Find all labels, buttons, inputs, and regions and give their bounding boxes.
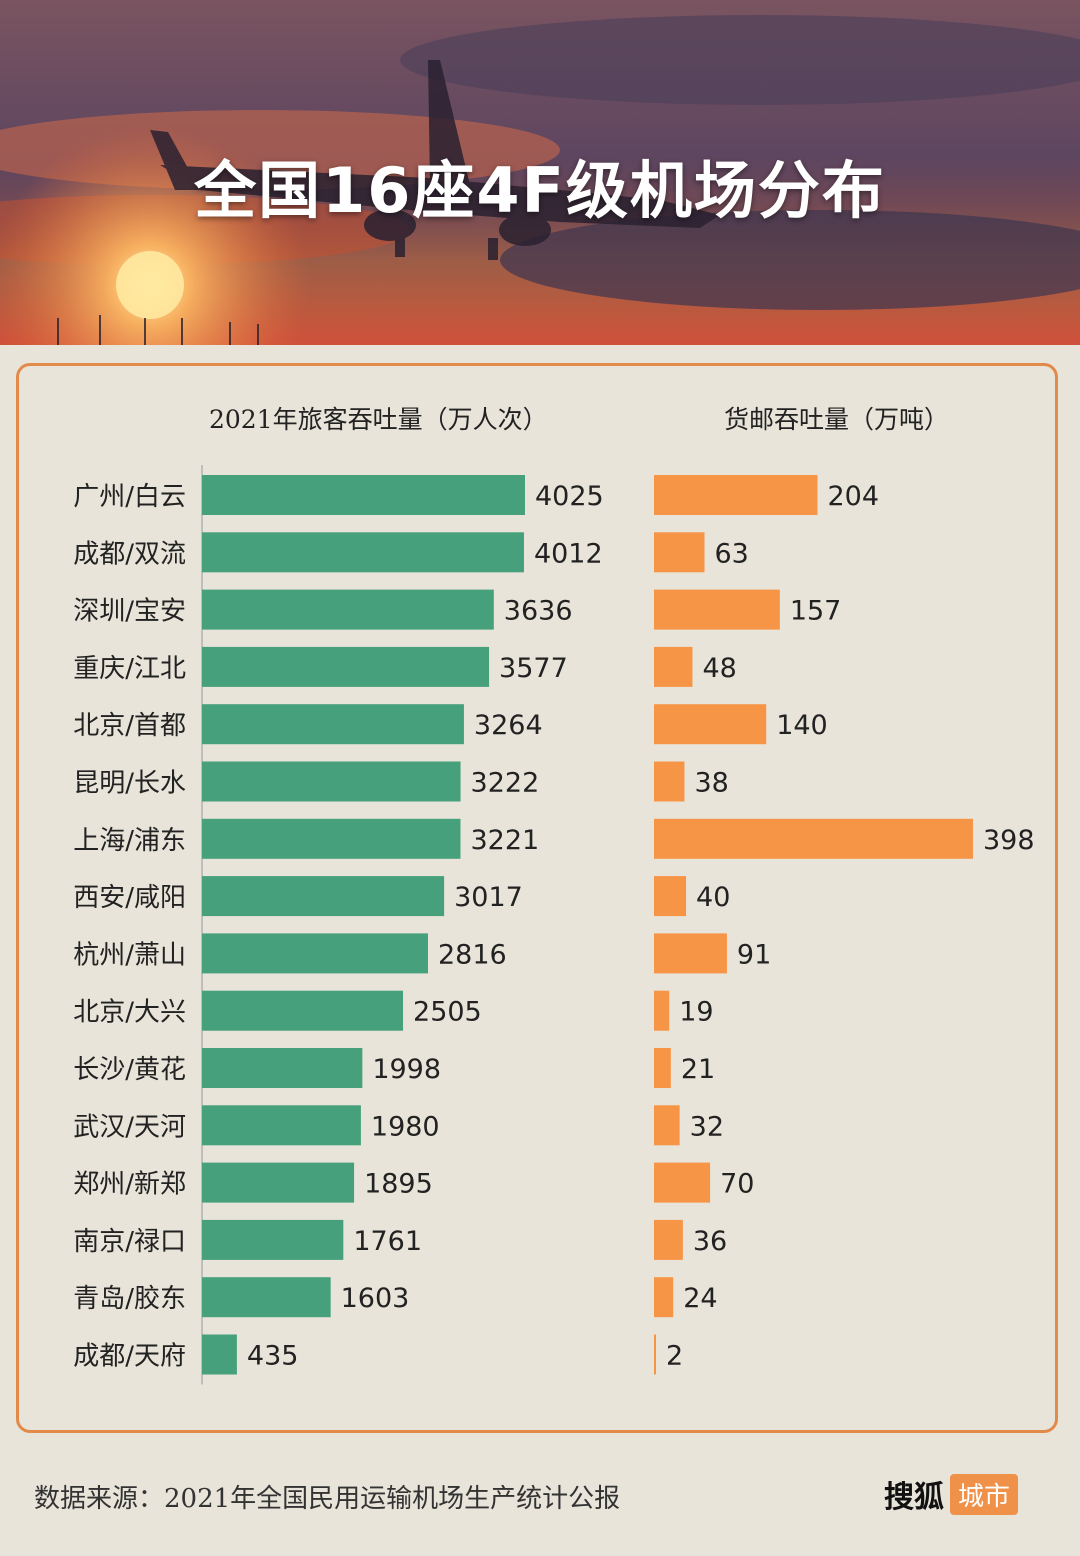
cargo-value-label: 157 [790, 596, 842, 627]
passenger-value-label: 3577 [499, 653, 568, 684]
category-label: 杭州/萧山 [73, 940, 186, 970]
passenger-value-label: 3264 [474, 710, 543, 741]
category-label: 北京/大兴 [73, 998, 186, 1028]
category-label: 广州/白云 [73, 482, 186, 512]
cargo-value-label: 36 [693, 1226, 727, 1257]
passenger-value-label: 3017 [454, 882, 523, 913]
cargo-bar [654, 1162, 711, 1203]
category-label: 成都/天府 [73, 1342, 186, 1372]
passenger-bar [202, 876, 445, 917]
cargo-value-label: 204 [828, 481, 880, 512]
passenger-bar [202, 646, 490, 687]
chart-panel [16, 363, 1058, 1433]
passenger-bar [202, 990, 404, 1031]
passenger-value-label: 4012 [534, 538, 603, 569]
category-label: 上海/浦东 [73, 826, 186, 856]
brand-logo: 搜狐 城市 [884, 1472, 1019, 1516]
cargo-bar [654, 1219, 683, 1260]
category-label: 深圳/宝安 [73, 597, 186, 627]
category-label: 青岛/胶东 [73, 1284, 186, 1314]
passenger-bar [202, 532, 524, 573]
cargo-bar [654, 532, 705, 573]
cargo-bar [654, 1048, 671, 1088]
brand-tag: 城市 [950, 1473, 1019, 1515]
cargo-bar [654, 589, 780, 630]
category-label: 长沙/黄花 [73, 1055, 186, 1085]
passenger-bar [202, 1162, 355, 1203]
passenger-header: 2021年旅客吞吐量（万人次） [209, 405, 548, 434]
category-label: 重庆/江北 [73, 654, 186, 684]
passenger-bar [202, 761, 461, 802]
category-label: 北京/首都 [73, 711, 186, 741]
page-title: 全国16座4F级机场分布 [194, 154, 886, 227]
cargo-bar [654, 990, 670, 1031]
cargo-value-label: 398 [983, 825, 1035, 856]
category-label: 南京/禄口 [73, 1227, 186, 1257]
header-banner: 全国16座4F级机场分布 [0, 0, 1080, 345]
passenger-bar [202, 933, 428, 974]
cargo-value-label: 91 [737, 939, 771, 970]
cargo-header: 货邮吞吐量（万吨） [724, 405, 950, 434]
passenger-value-label: 2505 [413, 997, 482, 1028]
passenger-bar [202, 475, 525, 515]
cargo-bar [654, 704, 767, 745]
category-label: 郑州/新郑 [73, 1170, 186, 1200]
category-label: 武汉/天河 [73, 1112, 186, 1142]
cargo-value-label: 140 [776, 710, 828, 741]
passenger-bar [202, 818, 461, 859]
passenger-value-label: 3221 [470, 825, 539, 856]
passenger-bar [202, 589, 494, 630]
sunset-airplane-illustration [0, 0, 1080, 345]
passenger-bar [202, 1048, 363, 1088]
cargo-value-label: 63 [714, 538, 748, 569]
passenger-bar [202, 704, 464, 745]
cargo-bar [654, 761, 685, 802]
cargo-bar [654, 933, 727, 974]
passenger-value-label: 1998 [372, 1054, 441, 1085]
passenger-value-label: 1603 [341, 1283, 410, 1314]
cargo-bar [654, 818, 973, 859]
passenger-bar [202, 1277, 331, 1318]
passenger-value-label: 435 [247, 1341, 299, 1372]
brand-name: 搜狐 [884, 1480, 944, 1515]
cargo-value-label: 2 [666, 1341, 683, 1372]
passenger-value-label: 1980 [371, 1111, 440, 1142]
data-source: 数据来源：2021年全国民用运输机场生产统计公报 [34, 1484, 621, 1514]
passenger-value-label: 1761 [353, 1226, 422, 1257]
passenger-value-label: 3222 [471, 768, 540, 799]
cargo-value-label: 32 [690, 1111, 724, 1142]
passenger-bar [202, 1334, 237, 1375]
cargo-bar [654, 646, 693, 687]
cargo-bar [654, 1105, 680, 1146]
cargo-bar [654, 475, 818, 515]
cargo-value-label: 40 [696, 882, 730, 913]
passenger-value-label: 3636 [504, 596, 573, 627]
category-label: 西安/咸阳 [73, 883, 186, 913]
cargo-value-label: 24 [683, 1283, 717, 1314]
cargo-value-label: 48 [702, 653, 736, 684]
cargo-value-label: 38 [694, 768, 728, 799]
cargo-value-label: 19 [679, 997, 713, 1028]
passenger-value-label: 4025 [535, 481, 604, 512]
passenger-value-label: 2816 [438, 939, 507, 970]
cargo-value-label: 70 [720, 1169, 754, 1200]
passenger-value-label: 1895 [364, 1169, 433, 1200]
cargo-bar [654, 1334, 656, 1375]
category-label: 昆明/长水 [73, 769, 186, 799]
cargo-bar [654, 876, 687, 917]
category-label: 成都/双流 [73, 539, 186, 569]
passenger-bar [202, 1219, 344, 1260]
passenger-bar [202, 1105, 361, 1146]
cargo-value-label: 21 [681, 1054, 715, 1085]
cargo-bar [654, 1277, 674, 1318]
